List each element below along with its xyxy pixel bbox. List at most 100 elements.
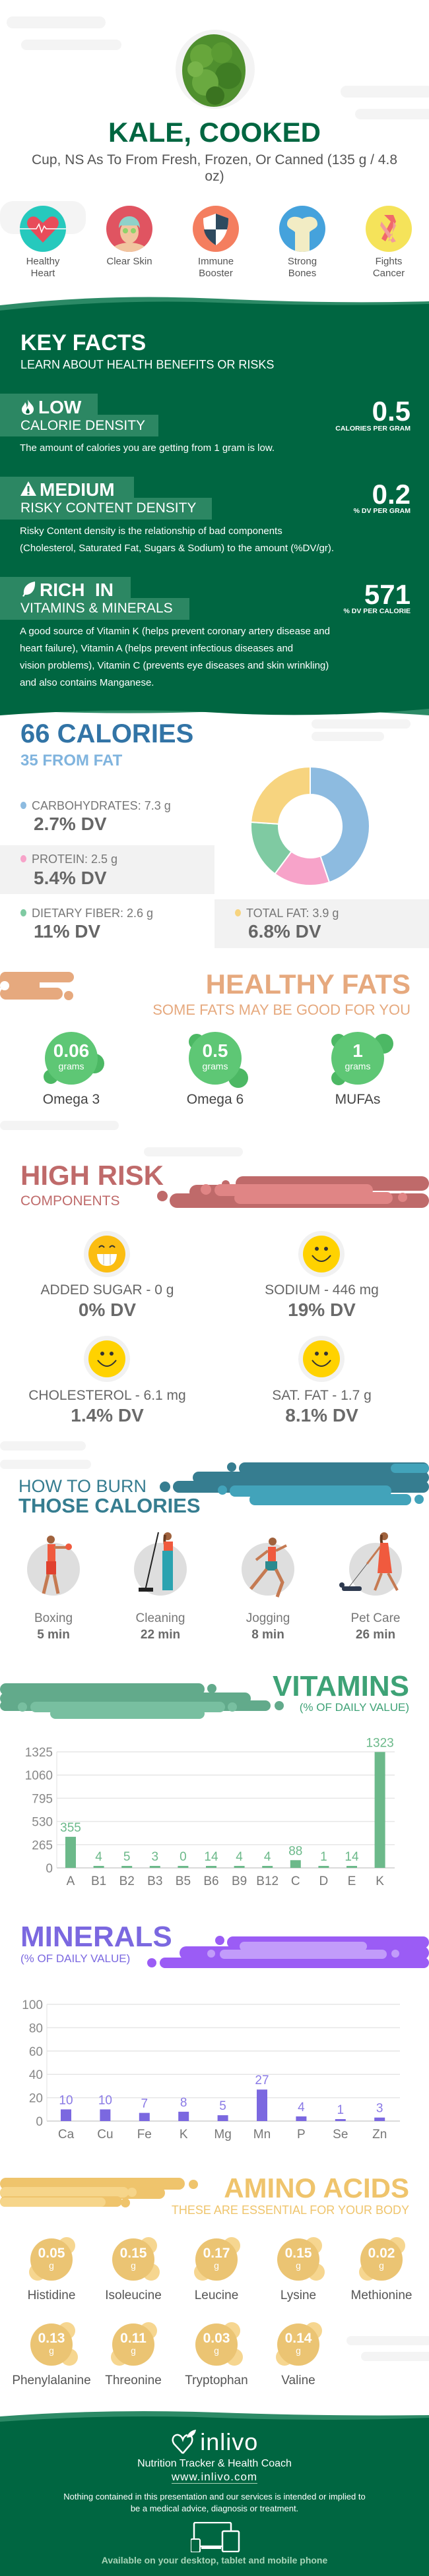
fat-badge: 0.06 grams: [45, 1032, 98, 1085]
footer-logo[interactable]: inlivo: [0, 2428, 429, 2456]
value-label-B3: 3: [152, 1850, 159, 1864]
heart-icon: [20, 206, 66, 252]
yellow-decoration: [0, 2178, 198, 2207]
bar-D: [318, 1866, 329, 1868]
risk-dv: 0% DV: [78, 1300, 137, 1320]
smile-icon: [303, 1236, 340, 1273]
fat-label: MUFAs: [335, 1092, 381, 1107]
category-label-Se: Se: [333, 2128, 348, 2142]
label-band: [0, 415, 158, 436]
y-tick-label: 0: [46, 1862, 53, 1876]
red-decoration: [157, 1176, 429, 1208]
burn-label: Pet Care: [350, 1611, 401, 1625]
background-decoration: [0, 1441, 86, 1451]
website-link[interactable]: www.inlivo.com: [171, 2471, 258, 2484]
healthy-fats-title: HEALTHY FATS: [205, 969, 411, 1000]
amino-value: 0.15: [284, 2246, 312, 2261]
nutrient-text: PROTEIN: 2.5 g: [32, 853, 118, 866]
grin-icon: [88, 1236, 125, 1273]
risk-dv: 8.1% DV: [285, 1405, 358, 1425]
fat-label: Omega 3: [42, 1092, 100, 1107]
category-label-Mg: Mg: [214, 2128, 231, 2142]
bar-Ca: [61, 2109, 71, 2121]
legend-dot: [20, 855, 26, 862]
amino-name: Valine: [281, 2374, 315, 2387]
y-tick-label: 1325: [25, 1746, 53, 1760]
amino-name: Lysine: [280, 2289, 317, 2302]
amino-value: 0.13: [38, 2331, 65, 2346]
burn-time: 26 min: [355, 1628, 396, 1642]
logo-text: inlivo: [200, 2428, 259, 2455]
purple-decoration: [147, 1936, 429, 1968]
bar-Cu: [100, 2109, 111, 2121]
bar-B6: [206, 1866, 216, 1868]
risk-dv: 1.4% DV: [71, 1405, 144, 1425]
value-label-K: 1323: [366, 1736, 393, 1750]
category-label-Fe: Fe: [137, 2128, 152, 2142]
vitamins-bar-chart: 026553079510601325355A4B15B23B30B514B64B…: [25, 1736, 395, 1888]
footer-background: [0, 2411, 429, 2576]
amino-unit: g: [296, 2260, 301, 2271]
amino-value: 0.03: [203, 2331, 230, 2346]
background-decoration: [21, 40, 121, 50]
density-value: 0.5: [372, 396, 411, 427]
density-description: A good source of Vitamin K (helps preven…: [20, 626, 330, 688]
amino-badge: 0.03 g: [195, 2323, 238, 2366]
bar-B2: [121, 1866, 133, 1868]
nutrient-text: CARBOHYDRATES: 7.3 g: [32, 799, 171, 812]
nutrient-dv: 11% DV: [34, 921, 101, 942]
amino-name: Leucine: [194, 2289, 239, 2302]
fat-band: [214, 899, 429, 948]
fat-value: 0.5: [202, 1040, 228, 1061]
high-risk-title: HIGH RISK: [20, 1160, 164, 1191]
amino-name: Histidine: [27, 2289, 76, 2302]
macronutrient-donut-chart: [250, 765, 370, 886]
amino-badge: 0.15 g: [112, 2238, 154, 2281]
amino-value: 0.17: [203, 2246, 230, 2261]
nutrient-label-protein: PROTEIN: 2.5 g: [20, 853, 117, 866]
risk-dv: 19% DV: [288, 1300, 356, 1320]
key-facts-subtitle: LEARN ABOUT HEALTH BENEFITS OR RISKS: [20, 358, 275, 371]
orange-decoration: [0, 972, 74, 1000]
amino-badge: 0.02 g: [360, 2238, 403, 2281]
category-label-Mn: Mn: [253, 2128, 271, 2142]
green-decoration: [0, 1683, 284, 1719]
amino-value: 0.05: [38, 2246, 65, 2261]
density-level: RICH IN: [40, 580, 114, 600]
key-facts-title: KEY FACTS: [20, 330, 147, 355]
value-label-A: 355: [60, 1821, 81, 1835]
jogger-icon: [249, 1538, 287, 1598]
amino-value: 0.02: [368, 2246, 395, 2261]
density-unit: % DV PER CALORIE: [343, 607, 411, 615]
category-label-Ca: Ca: [58, 2128, 75, 2142]
y-tick-label: 530: [32, 1816, 53, 1830]
label-band: [0, 577, 131, 599]
density-level: LOW: [38, 397, 82, 417]
footer-tagline: Nutrition Tracker & Health Coach: [137, 2458, 292, 2469]
nutrient-dv: 2.7% DV: [34, 814, 107, 834]
y-tick-label: 80: [29, 2022, 43, 2035]
value-label-E: 14: [345, 1850, 359, 1864]
value-label-B1: 4: [95, 1850, 102, 1864]
bar-Fe: [139, 2112, 150, 2121]
warning-icon: [20, 481, 36, 496]
value-label-Mg: 5: [219, 2099, 226, 2113]
amino-badge: 0.14 g: [277, 2323, 319, 2366]
fat-unit: grams: [58, 1061, 84, 1071]
flame-icon: [22, 400, 34, 415]
risk-label: ADDED SUGAR - 0 g: [40, 1282, 174, 1298]
burn-time: 5 min: [37, 1628, 70, 1642]
category-label-B2: B2: [119, 1874, 135, 1888]
amino-name: Isoleucine: [105, 2289, 162, 2302]
risk-label: SAT. FAT - 1.7 g: [272, 1388, 372, 1403]
amino-name: Tryptophan: [185, 2374, 248, 2387]
minerals-subtitle: (% OF DAILY VALUE): [20, 1952, 131, 1965]
risk-label: CHOLESTEROL - 6.1 mg: [28, 1388, 186, 1403]
smile-icon: [303, 1340, 340, 1377]
fat-badge: 0.5 grams: [189, 1032, 242, 1085]
density-unit: % DV PER GRAM: [353, 507, 411, 515]
value-label-Fe: 7: [141, 2097, 148, 2111]
footer-url-wrap: www.inlivo.com: [0, 2471, 429, 2484]
background-decoration: [355, 109, 429, 119]
density-label: VITAMINS & MINERALS: [20, 601, 173, 616]
